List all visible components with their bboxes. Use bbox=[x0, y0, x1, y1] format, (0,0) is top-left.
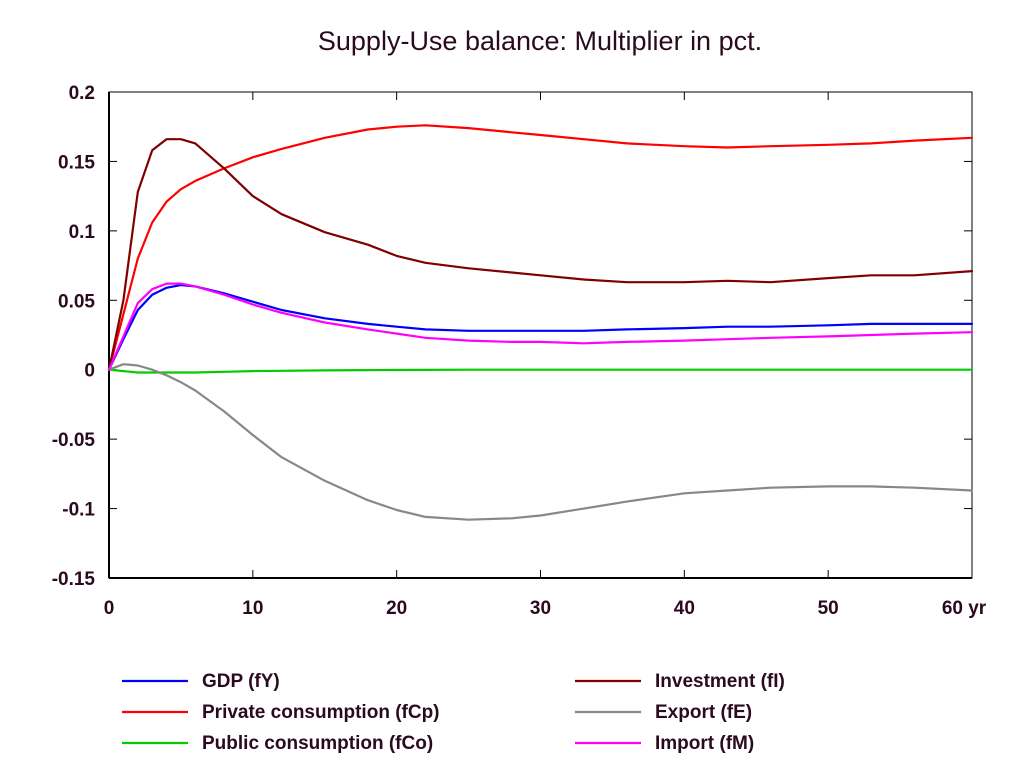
legend: GDP (fY) Private consumption (fCp) Public … bbox=[122, 671, 785, 754]
y-tick-label: 0 bbox=[84, 361, 95, 382]
x-tick-label: 40 bbox=[674, 598, 695, 619]
y-tick-label: 0.2 bbox=[69, 83, 95, 104]
x-ticks: 0 10 20 30 40 50 60 yr bbox=[104, 92, 987, 619]
x-tick-label: 50 bbox=[818, 598, 839, 619]
legend-label: Private consumption (fCp) bbox=[202, 702, 440, 723]
legend-label: Public consumption (fCo) bbox=[202, 733, 433, 754]
legend-label: Investment (fI) bbox=[655, 671, 785, 692]
x-tick-label: 20 bbox=[386, 598, 407, 619]
y-tick-label: 0.05 bbox=[58, 291, 95, 312]
x-tick-label: 10 bbox=[242, 598, 263, 619]
y-ticks: 0.2 0.15 0.1 0.05 0 -0.05 -0.1 -0.15 bbox=[52, 83, 972, 590]
x-tick-label: 30 bbox=[530, 598, 551, 619]
series-line-4 bbox=[107, 363, 974, 521]
series-line-0 bbox=[107, 283, 974, 371]
series-line-1 bbox=[107, 124, 974, 371]
legend-label: Export (fE) bbox=[655, 702, 752, 723]
y-tick-label: 0.1 bbox=[69, 222, 96, 243]
y-tick-label: -0.15 bbox=[52, 569, 96, 590]
x-tick-label: 0 bbox=[104, 598, 115, 619]
y-tick-label: -0.05 bbox=[52, 430, 96, 451]
series-lines bbox=[107, 124, 974, 521]
y-tick-label: 0.15 bbox=[58, 152, 95, 173]
series-line-5 bbox=[107, 282, 974, 371]
y-tick-label: -0.1 bbox=[62, 500, 95, 521]
series-line-2 bbox=[107, 368, 974, 374]
legend-label: Import (fM) bbox=[655, 733, 754, 754]
chart-title: Supply-Use balance: Multiplier in pct. bbox=[318, 26, 762, 56]
series-line-3 bbox=[107, 138, 974, 371]
x-tick-label: 60 yr bbox=[942, 598, 987, 619]
legend-label: GDP (fY) bbox=[202, 671, 280, 692]
